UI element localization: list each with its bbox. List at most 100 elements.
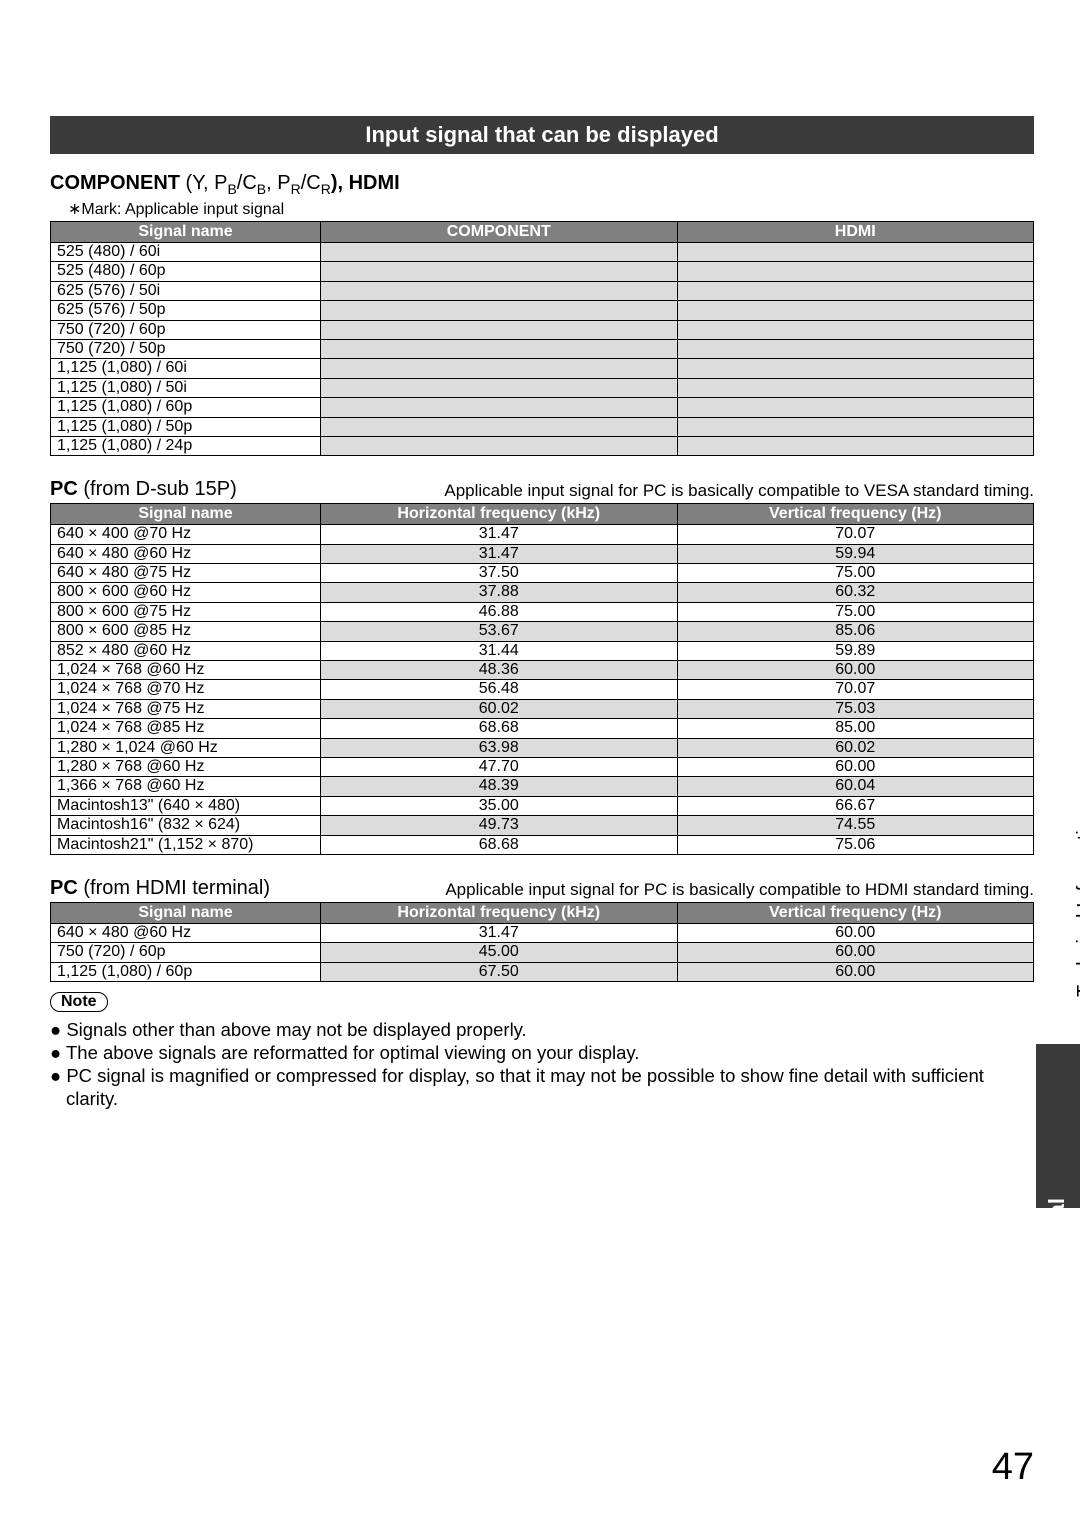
hfreq-cell: 67.50 <box>321 962 678 981</box>
signal-cell: 1,024 × 768 @75 Hz <box>51 699 321 718</box>
table-row: 800 × 600 @85 Hz53.6785.06 <box>51 622 1034 641</box>
t2-h3: Vertical frequency (Hz) <box>677 504 1034 525</box>
table-row: 1,125 (1,080) / 50p <box>51 417 1034 436</box>
hfreq-cell: 31.47 <box>321 923 678 942</box>
mark-note: ∗Mark: Applicable input signal <box>68 199 1034 219</box>
vfreq-cell: 60.00 <box>677 962 1034 981</box>
hfreq-cell: 45.00 <box>321 943 678 962</box>
table-row: 1,024 × 768 @75 Hz60.0275.03 <box>51 699 1034 718</box>
hdmi-cell <box>677 301 1034 320</box>
side-technical-tab: Technical <box>1036 1044 1080 1208</box>
vfreq-cell: 60.04 <box>677 777 1034 796</box>
table-row: Macintosh21" (1,152 × 870)68.6875.06 <box>51 835 1034 854</box>
signal-cell: 640 × 400 @70 Hz <box>51 525 321 544</box>
section-title: Input signal that can be displayed <box>50 116 1034 154</box>
hfreq-cell: 63.98 <box>321 738 678 757</box>
note-item: ● Signals other than above may not be di… <box>50 1018 1034 1041</box>
signal-cell: 1,024 × 768 @85 Hz <box>51 719 321 738</box>
component-cell <box>321 320 678 339</box>
side-technical-label: Technical <box>1044 1198 1070 1298</box>
hfreq-cell: 48.36 <box>321 661 678 680</box>
component-cell <box>321 339 678 358</box>
page-number: 47 <box>992 1446 1034 1489</box>
hdmi-cell <box>677 417 1034 436</box>
vfreq-cell: 59.94 <box>677 544 1034 563</box>
signal-cell: 640 × 480 @60 Hz <box>51 544 321 563</box>
hdmi-cell <box>677 262 1034 281</box>
vfreq-cell: 59.89 <box>677 641 1034 660</box>
note-item: ● The above signals are reformatted for … <box>50 1041 1034 1064</box>
hdmi-cell <box>677 398 1034 417</box>
component-cell <box>321 398 678 417</box>
hfreq-cell: 47.70 <box>321 757 678 776</box>
component-cell <box>321 378 678 397</box>
heading-prefix: COMPONENT <box>50 172 180 194</box>
hfreq-cell: 31.44 <box>321 641 678 660</box>
pc-dsub-note: Applicable input signal for PC is basica… <box>444 481 1034 501</box>
table-row: 1,125 (1,080) / 60i <box>51 359 1034 378</box>
component-cell <box>321 417 678 436</box>
signal-cell: 1,024 × 768 @70 Hz <box>51 680 321 699</box>
t2-h2: Horizontal frequency (kHz) <box>321 504 678 525</box>
table-row: 525 (480) / 60p <box>51 262 1034 281</box>
hfreq-cell: 56.48 <box>321 680 678 699</box>
signal-cell: 1,280 × 768 @60 Hz <box>51 757 321 776</box>
table-row: 1,280 × 1,024 @60 Hz63.9860.02 <box>51 738 1034 757</box>
table-row: 750 (720) / 60p <box>51 320 1034 339</box>
hfreq-cell: 31.47 <box>321 544 678 563</box>
table-row: 1,024 × 768 @85 Hz68.6885.00 <box>51 719 1034 738</box>
component-cell <box>321 359 678 378</box>
signal-cell: 1,125 (1,080) / 24p <box>51 436 321 455</box>
pc-dsub-heading: PC (from D-sub 15P) <box>50 478 237 501</box>
vfreq-cell: 60.32 <box>677 583 1034 602</box>
component-table: Signal name COMPONENT HDMI 525 (480) / 6… <box>50 221 1034 456</box>
signal-cell: 1,125 (1,080) / 60i <box>51 359 321 378</box>
table-row: 525 (480) / 60i <box>51 243 1034 262</box>
signal-cell: 852 × 480 @60 Hz <box>51 641 321 660</box>
pc-dsub-table: Signal name Horizontal frequency (kHz) V… <box>50 503 1034 855</box>
table-row: 1,125 (1,080) / 50i <box>51 378 1034 397</box>
signal-cell: 1,125 (1,080) / 50i <box>51 378 321 397</box>
signal-cell: 525 (480) / 60i <box>51 243 321 262</box>
table-row: 640 × 400 @70 Hz31.4770.07 <box>51 525 1034 544</box>
hfreq-cell: 37.50 <box>321 564 678 583</box>
signal-cell: 640 × 480 @60 Hz <box>51 923 321 942</box>
vfreq-cell: 75.00 <box>677 602 1034 621</box>
signal-cell: 800 × 600 @75 Hz <box>51 602 321 621</box>
table-row: 1,280 × 768 @60 Hz47.7060.00 <box>51 757 1034 776</box>
hdmi-cell <box>677 320 1034 339</box>
t2-h1: Signal name <box>51 504 321 525</box>
table-row: Macintosh16" (832 × 624)49.7374.55 <box>51 816 1034 835</box>
table-row: 800 × 600 @75 Hz46.8875.00 <box>51 602 1034 621</box>
table-row: Macintosh13" (640 × 480)35.0066.67 <box>51 796 1034 815</box>
signal-cell: 1,125 (1,080) / 60p <box>51 962 321 981</box>
t1-h3: HDMI <box>677 222 1034 243</box>
signal-cell: 640 × 480 @75 Hz <box>51 564 321 583</box>
hfreq-cell: 35.00 <box>321 796 678 815</box>
hdmi-cell <box>677 359 1034 378</box>
hfreq-cell: 48.39 <box>321 777 678 796</box>
hdmi-cell <box>677 378 1034 397</box>
signal-cell: 525 (480) / 60p <box>51 262 321 281</box>
hdmi-cell <box>677 436 1034 455</box>
t3-h3: Vertical frequency (Hz) <box>677 902 1034 923</box>
signal-cell: 750 (720) / 60p <box>51 943 321 962</box>
signal-cell: Macintosh21" (1,152 × 870) <box>51 835 321 854</box>
vfreq-cell: 70.07 <box>677 525 1034 544</box>
vfreq-cell: 75.00 <box>677 564 1034 583</box>
table-row: 1,366 × 768 @60 Hz48.3960.04 <box>51 777 1034 796</box>
vfreq-cell: 75.06 <box>677 835 1034 854</box>
table-row: 1,125 (1,080) / 60p <box>51 398 1034 417</box>
hdmi-cell <box>677 281 1034 300</box>
t3-h1: Signal name <box>51 902 321 923</box>
signal-cell: 1,280 × 1,024 @60 Hz <box>51 738 321 757</box>
hfreq-cell: 68.68 <box>321 719 678 738</box>
table-row: 640 × 480 @60 Hz31.4759.94 <box>51 544 1034 563</box>
signal-cell: 625 (576) / 50p <box>51 301 321 320</box>
table-row: 640 × 480 @75 Hz37.5075.00 <box>51 564 1034 583</box>
hdmi-cell <box>677 243 1034 262</box>
signal-cell: 1,024 × 768 @60 Hz <box>51 661 321 680</box>
hfreq-cell: 60.02 <box>321 699 678 718</box>
vfreq-cell: 74.55 <box>677 816 1034 835</box>
notes-list: ● Signals other than above may not be di… <box>50 1018 1034 1111</box>
